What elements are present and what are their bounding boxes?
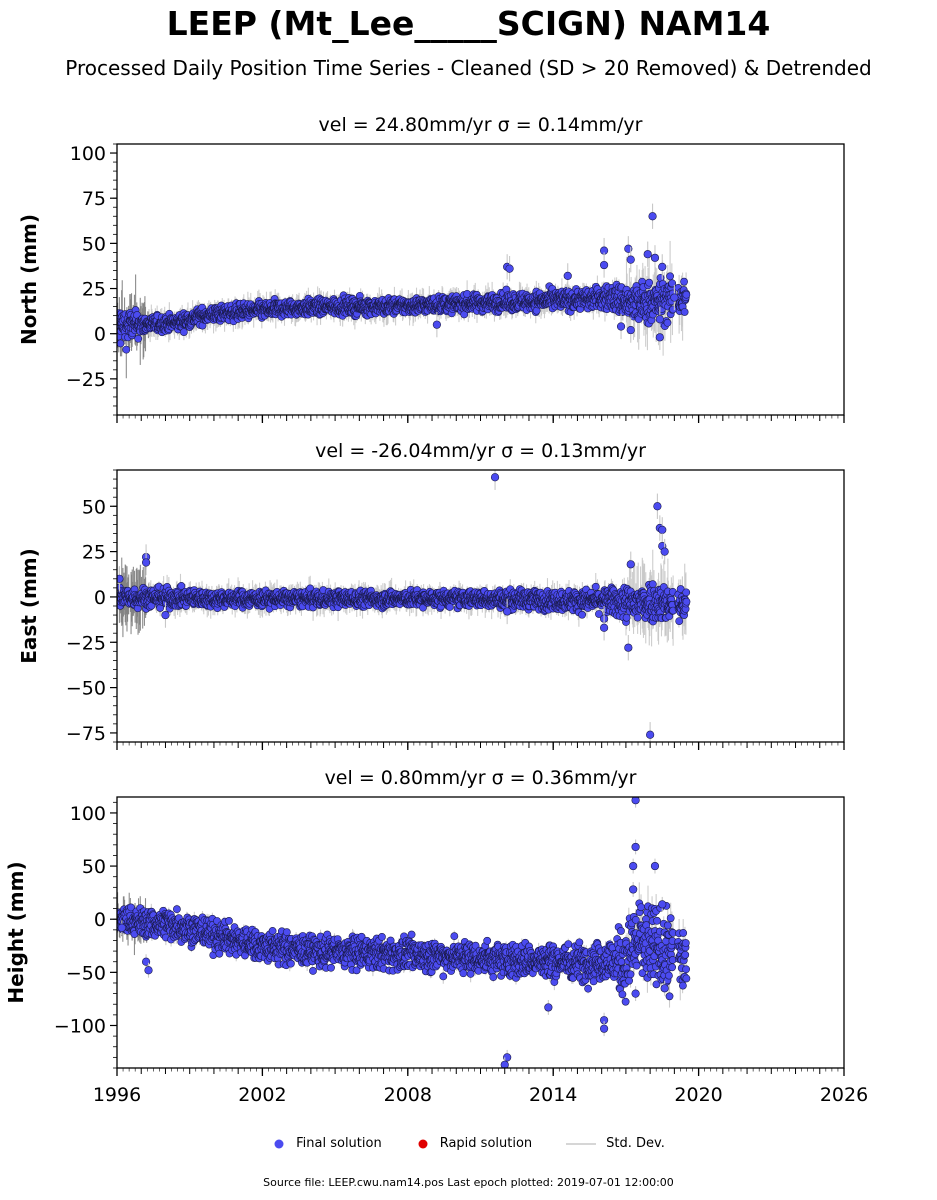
y-axis-label: North (mm) <box>17 214 41 345</box>
outlier-point <box>432 320 441 329</box>
outlier-point <box>626 325 635 335</box>
outlier-point <box>655 333 664 342</box>
final-solution-point <box>645 278 654 287</box>
final-solution-point <box>666 272 675 281</box>
panel-title: vel = 24.80mm/yr σ = 0.14mm/yr <box>319 114 643 136</box>
outlier-point <box>626 255 635 264</box>
y-tick-label: 0 <box>94 324 106 346</box>
outlier-point <box>616 322 626 331</box>
outlier-point <box>670 293 679 302</box>
final-solution-point <box>680 277 688 286</box>
y-tick-label: 100 <box>70 143 106 165</box>
outlier-point <box>505 264 514 273</box>
outlier-point <box>650 253 660 262</box>
final-solution-point <box>532 306 541 315</box>
panel-frame <box>116 143 845 416</box>
y-tick-label: 50 <box>82 233 106 255</box>
final-solution-point <box>117 339 125 348</box>
outlier-point <box>599 260 609 270</box>
plot-area <box>117 470 691 742</box>
chart-subtitle: Processed Daily Position Time Series - C… <box>65 56 872 80</box>
outlier-point <box>643 250 652 259</box>
y-tick-label: −25 <box>66 369 106 391</box>
final-solution-point <box>134 334 143 343</box>
final-solution-point <box>122 345 131 354</box>
outlier-point <box>563 271 572 280</box>
final-solution-point <box>682 290 691 299</box>
y-tick-label: 25 <box>82 279 106 301</box>
final-solution-point <box>663 318 672 327</box>
panel-1: −25 0 25 50 75 100 vel = 24.80mm/yr σ = 0.14mm… <box>17 114 845 423</box>
final-solution-point <box>680 308 689 316</box>
final-solution-point <box>179 328 188 336</box>
outlier-point <box>648 212 657 221</box>
y-tick-label: 75 <box>82 188 106 210</box>
outlier-point <box>658 262 667 271</box>
chart-title: LEEP (Mt_Lee_____SCIGN) NAM14 <box>166 4 771 43</box>
plot-area <box>117 203 691 379</box>
outlier-point <box>655 315 664 324</box>
